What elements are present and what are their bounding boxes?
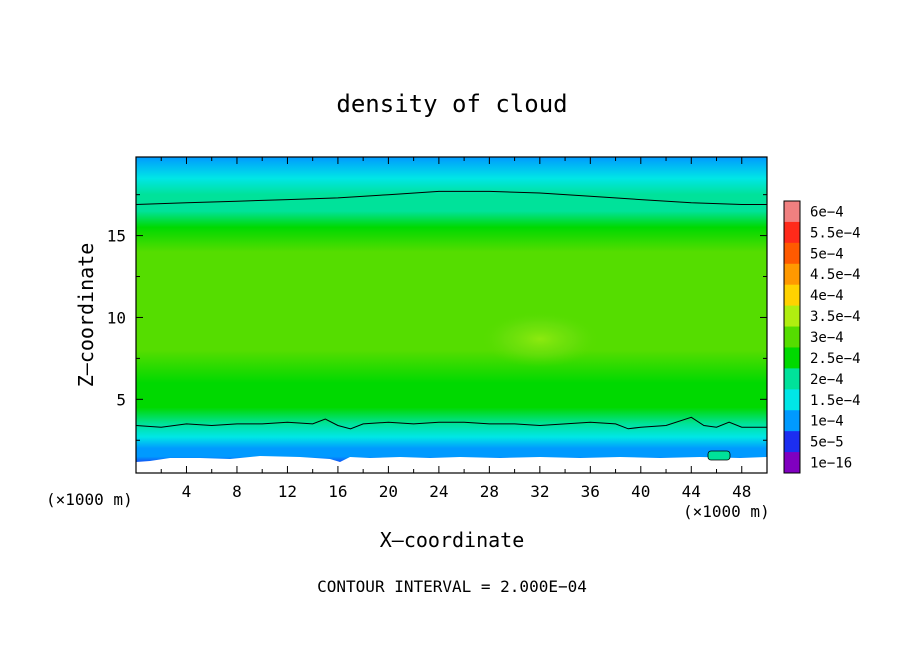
colorbar-label: 3e−4 [810, 330, 844, 346]
colorbar-swatch [784, 347, 800, 369]
y-axis-ticks: 5 10 15 [107, 194, 767, 441]
x-tick-label: 24 [429, 482, 448, 501]
colorbar: 6e−4 5.5e−4 5e−4 4.5e−4 4e−4 3.5e−4 3e−4 2.5e−4… [783, 200, 861, 474]
colorbar-swatch [784, 326, 800, 348]
x-axis-ticks: 4 8 12 16 20 24 28 32 36 40 44 48 [160, 157, 751, 501]
colorbar-swatch [784, 263, 800, 286]
x-tick-label: 12 [278, 482, 297, 501]
x-tick-label: 20 [379, 482, 398, 501]
colorbar-swatch [784, 431, 800, 453]
x-tick-label: 28 [480, 482, 499, 501]
y-axis-label: Z–coordinate [74, 243, 98, 388]
plot-area [136, 157, 767, 473]
colorbar-label: 3.5e−4 [810, 309, 861, 325]
contour-interval-note: CONTOUR INTERVAL = 2.000E−04 [317, 577, 587, 596]
colorbar-swatch [784, 368, 800, 390]
contour-line-2 [136, 416, 767, 430]
colorbar-swatch [784, 201, 800, 223]
colorbar-label: 5.5e−4 [810, 225, 861, 241]
near-surface-cloud-gap [136, 456, 767, 473]
colorbar-swatch [784, 410, 800, 432]
x-tick-label: 16 [328, 482, 347, 501]
colorbar-frame [783, 200, 801, 474]
colorbar-swatch [784, 242, 800, 265]
colorbar-swatch [784, 452, 800, 474]
x-tick-label: 32 [530, 482, 549, 501]
plot-frame [135, 156, 768, 474]
colorbar-label: 4e−4 [810, 288, 844, 304]
y-tick-label: 15 [107, 227, 126, 246]
y-tick-label: 10 [107, 308, 126, 327]
colorbar-label: 1.5e−4 [810, 393, 861, 409]
x-tick-label: 40 [631, 482, 650, 501]
x-tick-label: 44 [682, 482, 701, 501]
colorbar-label: 1e−16 [810, 456, 852, 472]
colorbar-label: 5e−5 [810, 435, 844, 451]
chart-title: density of cloud [336, 90, 567, 118]
y-tick-label: 5 [116, 390, 126, 409]
x-tick-label: 48 [732, 482, 751, 501]
density-field [136, 157, 767, 473]
density-maximum-region [480, 311, 600, 367]
x-tick-label: 36 [581, 482, 600, 501]
colorbar-label: 2.5e−4 [810, 351, 861, 367]
contour-line-1 [136, 190, 767, 205]
colorbar-label: 5e−4 [810, 246, 844, 262]
x-axis-label: X–coordinate [380, 528, 525, 552]
colorbar-swatch [784, 284, 800, 307]
colorbar-label: 2e−4 [810, 372, 844, 388]
contour-lines [136, 190, 767, 430]
local-anomaly-cell [707, 450, 731, 461]
colorbar-label: 6e−4 [810, 204, 844, 220]
x-tick-label: 4 [182, 482, 192, 501]
y-axis-unit: (×1000 m) [46, 490, 133, 509]
colorbar-label: 1e−4 [810, 414, 844, 430]
colorbar-label: 4.5e−4 [810, 267, 861, 283]
x-tick-label: 8 [232, 482, 242, 501]
colorbar-swatch [784, 305, 800, 328]
x-axis-unit: (×1000 m) [683, 502, 770, 521]
colorbar-swatch [784, 221, 800, 244]
colorbar-swatch [784, 389, 800, 411]
